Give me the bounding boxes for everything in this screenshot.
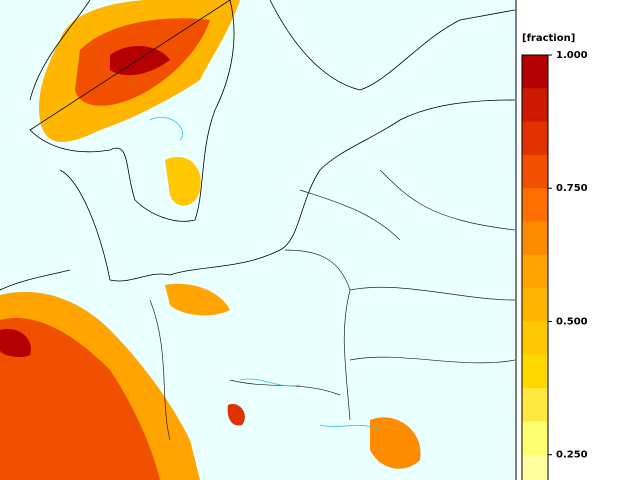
- colorbar-band: [522, 154, 548, 189]
- colorbar-frame: [521, 54, 549, 480]
- colorbar-band: [522, 454, 548, 480]
- colorbar-title: [fraction]: [522, 33, 575, 44]
- colorbar-band: [522, 388, 548, 422]
- colorbar-band: [522, 321, 548, 356]
- coastline-north-sea: [0, 269, 71, 291]
- colorbar-tick-label: 0.500: [556, 316, 588, 327]
- colorbar-band: [522, 221, 548, 256]
- field-alps: [227, 404, 245, 426]
- colorbar-band: [522, 55, 548, 89]
- colorbar-band: [522, 121, 548, 156]
- field-carpathian: [370, 417, 421, 469]
- national-borders: [149, 169, 516, 441]
- colorbar-tick-label: 0.250: [556, 450, 588, 461]
- contours: [149, 116, 381, 431]
- colorbar-band: [522, 421, 548, 456]
- field-west-core: [0, 318, 160, 480]
- map: [0, 0, 516, 480]
- colorbar-band: [522, 354, 548, 389]
- field-west-peak: [0, 329, 31, 358]
- colorbar-band: [522, 288, 548, 322]
- coastline-baltic: [59, 99, 516, 282]
- colorbar-band: [522, 254, 548, 289]
- coastline-scandinavia: [29, 0, 235, 222]
- colorbar-band: [522, 188, 548, 223]
- colorbar-band: [522, 88, 548, 123]
- field-sweden-south: [165, 156, 201, 206]
- field-pomerania: [165, 283, 230, 316]
- colorbar-tick-label: 1.000: [556, 50, 588, 61]
- coastline-finland: [269, 0, 516, 91]
- colorbar-tick-label: 0.750: [556, 183, 588, 194]
